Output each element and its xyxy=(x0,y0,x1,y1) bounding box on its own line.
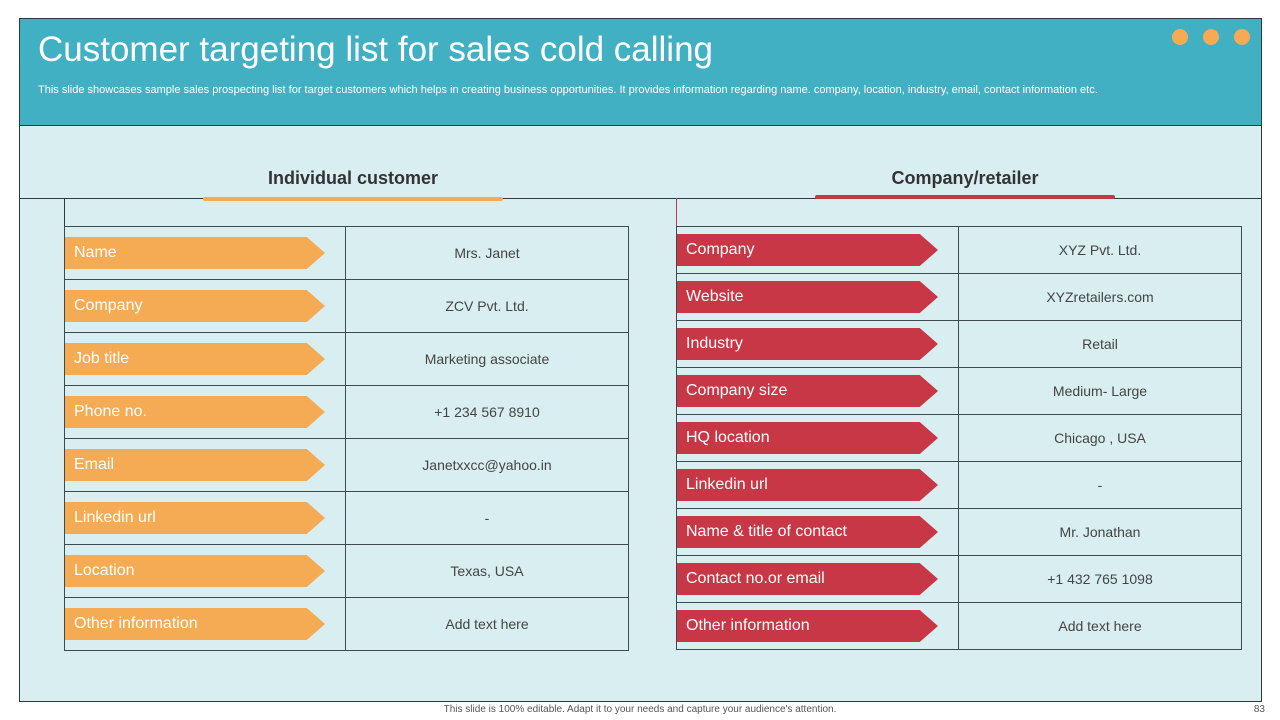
individual-value: Marketing associate xyxy=(424,351,550,367)
individual-label-cell: Email xyxy=(65,439,346,491)
individual-label-arrow: Company xyxy=(65,290,325,322)
company-value: XYZ Pvt. Ltd. xyxy=(1058,242,1142,258)
company-row: Website XYZretailers.com xyxy=(677,274,1242,321)
company-label-cell: Industry xyxy=(677,321,959,367)
individual-label-cell: Location xyxy=(65,545,346,597)
individual-row: Phone no. +1 234 567 8910 xyxy=(65,386,629,439)
individual-label-arrow: Email xyxy=(65,449,325,481)
individual-value: Texas, USA xyxy=(450,563,524,579)
company-heading-underline xyxy=(815,195,1115,199)
company-label-cell: Contact no.or email xyxy=(677,556,959,602)
dot-icon xyxy=(1234,29,1250,45)
company-label-cell: Company xyxy=(677,227,959,273)
company-label-cell: Other information xyxy=(677,603,959,649)
divider-line xyxy=(64,198,65,244)
individual-row: Linkedin url - xyxy=(65,492,629,545)
dot-icon xyxy=(1172,29,1188,45)
individual-row: Company ZCV Pvt. Ltd. xyxy=(65,280,629,333)
individual-label-arrow: Job title xyxy=(65,343,325,375)
individual-value: - xyxy=(484,510,490,526)
page-title: Customer targeting list for sales cold c… xyxy=(38,30,714,69)
company-value: Mr. Jonathan xyxy=(1059,524,1141,540)
company-label-arrow: Company size xyxy=(677,375,938,407)
company-row: Linkedin url - xyxy=(677,462,1242,509)
individual-row: Job title Marketing associate xyxy=(65,333,629,386)
company-row: Industry Retail xyxy=(677,321,1242,368)
individual-label-cell: Name xyxy=(65,227,346,279)
individual-label-cell: Linkedin url xyxy=(65,492,346,544)
individual-value: Add text here xyxy=(445,616,529,632)
company-label-arrow: Linkedin url xyxy=(677,469,938,501)
company-value: Chicago , USA xyxy=(1054,430,1146,446)
individual-label-arrow: Location xyxy=(65,555,325,587)
individual-label-arrow: Other information xyxy=(65,608,325,640)
company-label-arrow: Company xyxy=(677,234,938,266)
individual-heading-underline xyxy=(203,197,503,201)
slide-header: Customer targeting list for sales cold c… xyxy=(20,19,1261,126)
individual-value: +1 234 567 8910 xyxy=(434,404,540,420)
company-label-cell: HQ location xyxy=(677,415,959,461)
slide: Customer targeting list for sales cold c… xyxy=(19,18,1262,702)
individual-value: Mrs. Janet xyxy=(454,245,520,261)
company-row: Other information Add text here xyxy=(677,603,1242,650)
divider-line xyxy=(676,198,677,244)
company-row: Company size Medium- Large xyxy=(677,368,1242,415)
individual-label-cell: Job title xyxy=(65,333,346,385)
divider-line xyxy=(19,198,1262,199)
company-row: Company XYZ Pvt. Ltd. xyxy=(677,227,1242,274)
individual-label-arrow: Phone no. xyxy=(65,396,325,428)
individual-row: Email Janetxxcc@yahoo.in xyxy=(65,439,629,492)
company-retailer-table: Company XYZ Pvt. Ltd. Website XYZretailers.… xyxy=(676,226,1242,650)
company-row: Contact no.or email +1 432 765 1098 xyxy=(677,556,1242,603)
individual-label-cell: Phone no. xyxy=(65,386,346,438)
company-value: XYZretailers.com xyxy=(1046,289,1154,305)
individual-label-cell: Company xyxy=(65,280,346,332)
individual-customer-table: Name Mrs. Janet Company ZCV Pvt. Ltd. Job ti… xyxy=(64,226,629,651)
individual-value: Janetxxcc@yahoo.in xyxy=(422,457,552,473)
company-label-arrow: Name & title of contact xyxy=(677,516,938,548)
individual-value: ZCV Pvt. Ltd. xyxy=(445,298,529,314)
company-label-arrow: Website xyxy=(677,281,938,313)
company-label-arrow: HQ location xyxy=(677,422,938,454)
company-label-arrow: Contact no.or email xyxy=(677,563,938,595)
decorative-dots xyxy=(1172,29,1250,45)
company-value: Retail xyxy=(1082,336,1118,352)
company-row: Name & title of contact Mr. Jonathan xyxy=(677,509,1242,556)
company-value: +1 432 765 1098 xyxy=(1047,571,1153,587)
company-row: HQ location Chicago , USA xyxy=(677,415,1242,462)
individual-row: Other information Add text here xyxy=(65,598,629,651)
company-value: - xyxy=(1097,477,1103,493)
company-value: Add text here xyxy=(1058,618,1142,634)
individual-customer-heading: Individual customer xyxy=(267,168,439,188)
individual-label-arrow: Name xyxy=(65,237,325,269)
individual-label-arrow: Linkedin url xyxy=(65,502,325,534)
page-number: 83 xyxy=(1253,704,1265,715)
company-label-cell: Company size xyxy=(677,368,959,414)
individual-row: Location Texas, USA xyxy=(65,545,629,598)
company-label-arrow: Other information xyxy=(677,610,938,642)
dot-icon xyxy=(1203,29,1219,45)
individual-row: Name Mrs. Janet xyxy=(65,227,629,280)
individual-label-cell: Other information xyxy=(65,598,346,650)
company-label-cell: Linkedin url xyxy=(677,462,959,508)
company-label-cell: Website xyxy=(677,274,959,320)
company-label-arrow: Industry xyxy=(677,328,938,360)
page-subtitle: This slide showcases sample sales prospe… xyxy=(38,84,1098,96)
footer-note: This slide is 100% editable. Adapt it to… xyxy=(443,704,837,715)
company-label-cell: Name & title of contact xyxy=(677,509,959,555)
company-value: Medium- Large xyxy=(1052,383,1148,399)
company-retailer-heading: Company/retailer xyxy=(891,168,1039,188)
